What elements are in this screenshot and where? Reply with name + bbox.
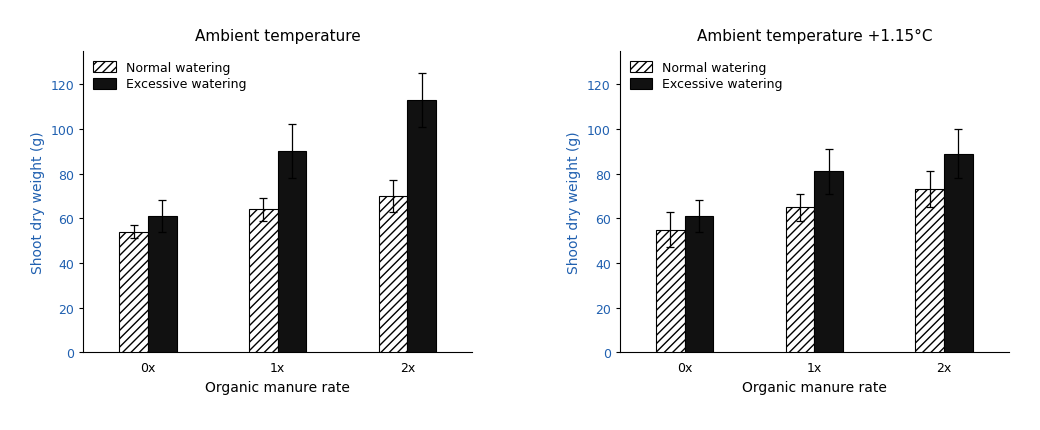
- Bar: [786, 208, 814, 353]
- Legend: Normal watering, Excessive watering: Normal watering, Excessive watering: [626, 58, 786, 95]
- Bar: [408, 101, 436, 353]
- Bar: [814, 172, 842, 353]
- Bar: [278, 152, 306, 353]
- Bar: [250, 210, 278, 353]
- Bar: [656, 230, 684, 353]
- Y-axis label: Shoot dry weight (g): Shoot dry weight (g): [568, 131, 581, 273]
- Title: Ambient temperature +1.15°C: Ambient temperature +1.15°C: [697, 28, 932, 43]
- Title: Ambient temperature: Ambient temperature: [194, 28, 361, 43]
- Bar: [148, 217, 177, 353]
- Legend: Normal watering, Excessive watering: Normal watering, Excessive watering: [89, 58, 250, 95]
- Bar: [915, 190, 944, 353]
- Bar: [684, 217, 713, 353]
- X-axis label: Organic manure rate: Organic manure rate: [742, 380, 887, 394]
- Bar: [379, 197, 408, 353]
- Bar: [944, 154, 972, 353]
- X-axis label: Organic manure rate: Organic manure rate: [205, 380, 350, 394]
- Y-axis label: Shoot dry weight (g): Shoot dry weight (g): [31, 131, 45, 273]
- Bar: [120, 232, 148, 353]
